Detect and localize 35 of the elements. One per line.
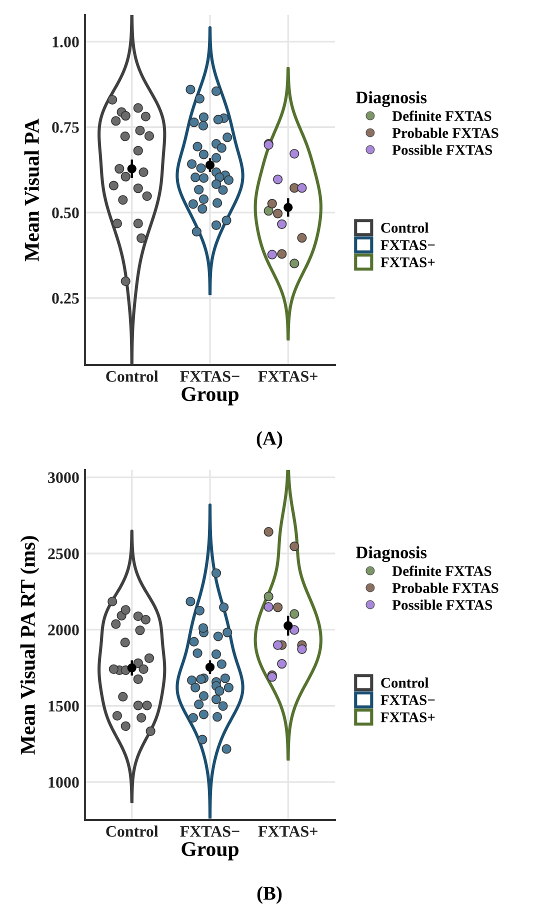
x-tick-label: FXTAS+ [258, 371, 318, 382]
category-label: FXTAS+ [380, 712, 435, 722]
legend-title: Diagnosis [356, 546, 427, 562]
category-label: Control [381, 677, 429, 688]
legend-label: Possible FXTAS [392, 600, 492, 610]
text: (B) [257, 886, 282, 904]
category-label: FXTAS− [380, 240, 435, 250]
text: (A) [256, 431, 282, 449]
x-tick-label: FXTAS− [180, 826, 240, 837]
category-label: FXTAS− [380, 695, 435, 705]
y-axis-title: Mean Visual PA RT (ms) [20, 536, 40, 754]
x-tick-label: Control [106, 370, 158, 382]
legend-title: Diagnosis [356, 91, 427, 108]
x-tick-label: FXTAS− [180, 371, 240, 382]
y-tick-label: 0.25 [52, 292, 79, 304]
x-axis-title: Group [182, 842, 238, 860]
legend-label: Probable FXTAS [392, 128, 498, 138]
legend-label: Definite FXTAS [392, 110, 492, 122]
y-tick-label: 2000 [48, 624, 79, 636]
y-tick-label: 0.50 [52, 207, 79, 218]
legend-label: Definite FXTAS [392, 566, 492, 576]
legend-label: Possible FXTAS [392, 144, 492, 155]
x-axis-title: Group [182, 387, 238, 406]
y-tick-label: 1.00 [52, 36, 79, 48]
legend-label: Probable FXTAS [392, 582, 498, 593]
y-tick-label: 0.75 [52, 122, 79, 133]
y-tick-label: 2500 [48, 548, 79, 560]
category-label: FXTAS+ [380, 257, 435, 268]
x-tick-label: Control [106, 826, 158, 837]
x-tick-label: FXTAS+ [258, 826, 318, 837]
y-tick-label: 1000 [48, 776, 79, 788]
y-tick-label: 1500 [48, 700, 79, 712]
category-label: Control [381, 222, 429, 233]
y-axis-title: Mean Visual PA [24, 118, 40, 262]
y-tick-label: 3000 [48, 472, 79, 484]
